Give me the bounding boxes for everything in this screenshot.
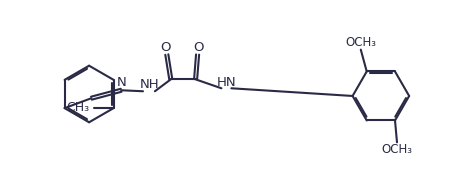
Text: NH: NH [140, 78, 159, 91]
Text: HN: HN [217, 76, 237, 89]
Text: OCH₃: OCH₃ [345, 36, 376, 49]
Text: O: O [160, 41, 171, 54]
Text: CH₃: CH₃ [66, 101, 90, 114]
Text: OCH₃: OCH₃ [381, 143, 412, 156]
Text: O: O [193, 41, 203, 54]
Text: N: N [117, 76, 126, 89]
